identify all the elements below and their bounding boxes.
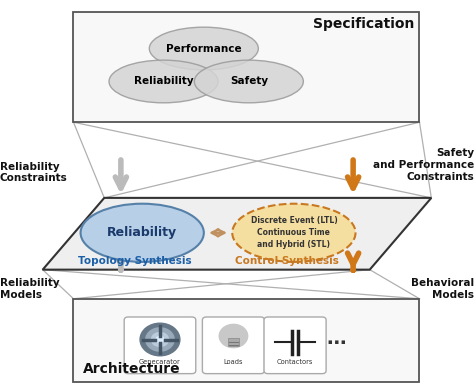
Text: Genecarator: Genecarator bbox=[139, 360, 181, 365]
Circle shape bbox=[152, 333, 169, 346]
Ellipse shape bbox=[194, 60, 303, 103]
Text: ⋯: ⋯ bbox=[327, 334, 346, 353]
Text: Safety: Safety bbox=[230, 76, 268, 87]
Bar bbox=[73, 299, 419, 382]
Text: Architecture: Architecture bbox=[83, 362, 181, 376]
Text: Behavioral
Models: Behavioral Models bbox=[411, 278, 474, 300]
Circle shape bbox=[156, 336, 164, 343]
Ellipse shape bbox=[81, 204, 204, 262]
FancyBboxPatch shape bbox=[202, 317, 264, 374]
Text: Control Synthesis: Control Synthesis bbox=[235, 256, 338, 266]
Bar bbox=[228, 338, 239, 346]
Text: Specification: Specification bbox=[313, 17, 415, 31]
Circle shape bbox=[219, 324, 247, 348]
Bar bbox=[73, 12, 419, 122]
Text: Safety
and Performance
Constraints: Safety and Performance Constraints bbox=[373, 148, 474, 182]
Text: Performance: Performance bbox=[166, 43, 242, 54]
Text: Reliability: Reliability bbox=[134, 76, 193, 87]
Text: Topology Synthesis: Topology Synthesis bbox=[78, 256, 192, 266]
Text: Loads: Loads bbox=[224, 360, 243, 365]
Text: Reliability
Constraints: Reliability Constraints bbox=[0, 162, 68, 184]
Polygon shape bbox=[43, 198, 431, 270]
FancyBboxPatch shape bbox=[124, 317, 196, 374]
Text: Discrete Event (LTL)
Continuous Time
and Hybrid (STL): Discrete Event (LTL) Continuous Time and… bbox=[250, 217, 337, 249]
Text: Reliability
Models: Reliability Models bbox=[0, 278, 60, 300]
Text: Contactors: Contactors bbox=[277, 360, 313, 365]
Ellipse shape bbox=[232, 204, 356, 262]
Ellipse shape bbox=[109, 60, 218, 103]
Circle shape bbox=[146, 328, 174, 351]
Text: Reliability: Reliability bbox=[107, 226, 177, 239]
FancyBboxPatch shape bbox=[264, 317, 326, 374]
Circle shape bbox=[140, 323, 180, 356]
Ellipse shape bbox=[149, 27, 258, 70]
